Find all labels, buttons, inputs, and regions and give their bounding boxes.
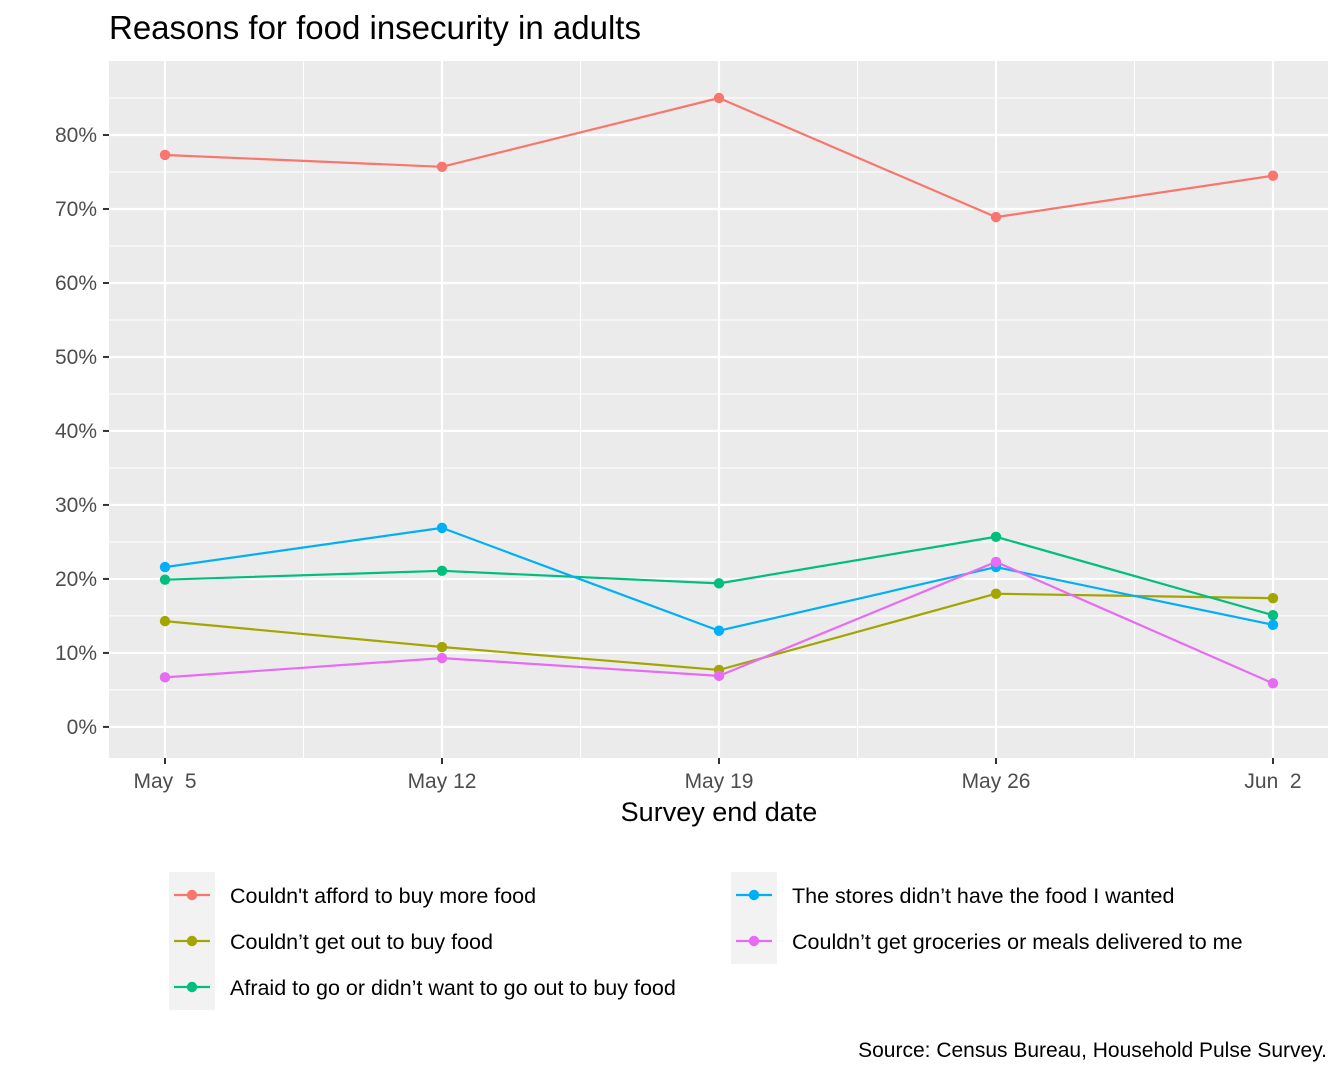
- data-point: [990, 556, 1002, 568]
- y-tick-label: 50%: [55, 346, 97, 369]
- legend-item: Couldn’t get groceries or meals delivere…: [736, 930, 1243, 954]
- data-point: [990, 531, 1002, 542]
- y-tick-label: 20%: [55, 568, 97, 591]
- major-gridlines: [109, 61, 1328, 758]
- data-point: [436, 565, 448, 577]
- data-point: [1267, 609, 1279, 621]
- y-tick-label: 0%: [67, 716, 97, 739]
- data-point: [1267, 170, 1279, 181]
- x-tick-label: May 26: [962, 770, 1031, 793]
- data-point: [713, 578, 725, 589]
- y-tick-label: 30%: [55, 494, 97, 517]
- chart-title: Reasons for food insecurity in adults: [109, 9, 641, 46]
- y-tick-label: 40%: [55, 420, 97, 443]
- data-point: [159, 561, 171, 573]
- legend-key-background: [731, 872, 777, 964]
- legend-key-point: [748, 935, 760, 947]
- legend-key-point: [186, 935, 198, 947]
- data-point: [159, 574, 171, 585]
- data-point: [436, 652, 448, 664]
- series-layer: [159, 92, 1279, 689]
- x-axis-title: Survey end date: [621, 797, 818, 827]
- y-tick-label: 80%: [55, 124, 97, 147]
- legend-label: Couldn't afford to buy more food: [230, 884, 536, 908]
- x-axis: May 5 May 12 May 19 May 26 Jun 2: [133, 758, 1302, 793]
- legend-item: The stores didn’t have the food I wanted: [736, 884, 1174, 908]
- data-point: [1267, 678, 1279, 689]
- legend-item: Couldn't afford to buy more food: [174, 884, 536, 908]
- data-point: [436, 161, 448, 173]
- data-point: [159, 615, 171, 627]
- legend-key-point: [186, 981, 198, 993]
- legend-label: The stores didn’t have the food I wanted: [792, 884, 1174, 908]
- legend-label: Afraid to go or didn’t want to go out to…: [230, 976, 676, 1000]
- x-tick-label: May 5: [133, 770, 196, 793]
- legend: Couldn't afford to buy more food Couldn’t…: [169, 872, 1243, 1010]
- legend-item: Afraid to go or didn’t want to go out to…: [174, 976, 676, 1000]
- x-tick-label: May 12: [408, 770, 477, 793]
- legend-key-point: [186, 889, 198, 901]
- data-point: [1267, 619, 1279, 631]
- data-point: [1267, 592, 1279, 604]
- data-point: [436, 641, 448, 653]
- legend-key-point: [748, 889, 760, 901]
- y-axis: 0% 10% 20% 30% 40% 50% 60% 70% 80%: [55, 124, 109, 739]
- legend-item: Couldn’t get out to buy food: [174, 930, 493, 954]
- data-point: [436, 522, 448, 534]
- data-point: [159, 672, 171, 683]
- legend-label: Couldn’t get out to buy food: [230, 930, 493, 954]
- data-point: [990, 211, 1002, 223]
- data-point: [159, 149, 171, 161]
- data-point: [713, 670, 725, 682]
- y-tick-label: 10%: [55, 642, 97, 665]
- caption: Source: Census Bureau, Household Pulse S…: [858, 1039, 1327, 1062]
- y-tick-label: 60%: [55, 272, 97, 295]
- y-tick-label: 70%: [55, 198, 97, 221]
- data-point: [990, 588, 1002, 599]
- data-point: [713, 92, 725, 104]
- data-point: [713, 625, 725, 636]
- legend-label: Couldn’t get groceries or meals delivere…: [792, 930, 1243, 954]
- x-tick-label: Jun 2: [1244, 770, 1301, 793]
- x-tick-label: May 19: [685, 770, 754, 793]
